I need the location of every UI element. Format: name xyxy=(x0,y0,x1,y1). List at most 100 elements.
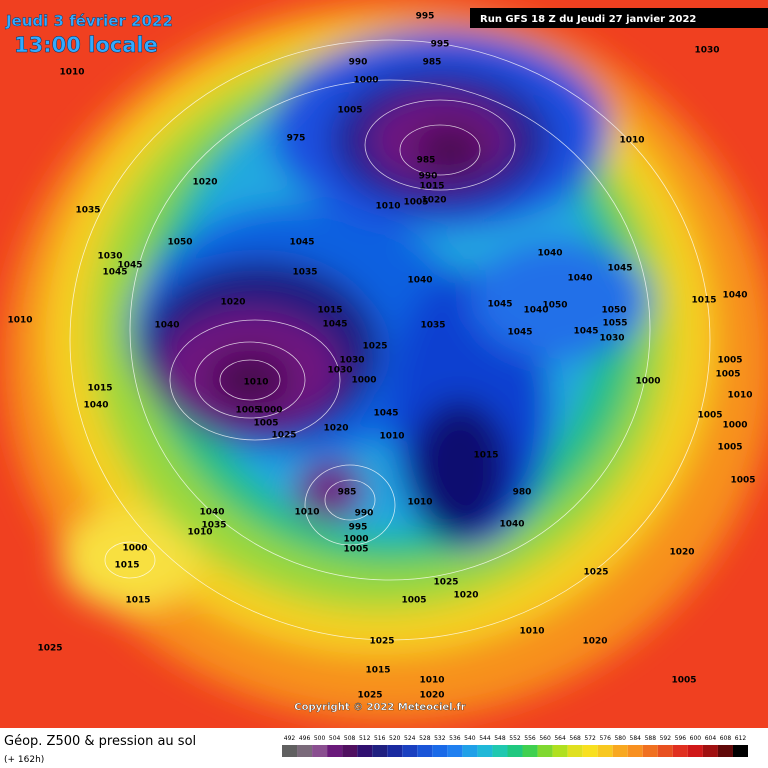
pressure-label: 1020 xyxy=(323,424,348,434)
pressure-label: 990 xyxy=(349,58,368,68)
field xyxy=(0,0,768,728)
scale-label: 568 xyxy=(569,735,581,742)
pressure-label: 995 xyxy=(431,40,450,50)
pressure-label: 1045 xyxy=(607,264,632,274)
scale-label: 520 xyxy=(389,735,401,742)
pressure-label: 1050 xyxy=(167,238,192,248)
pressure-label: 1010 xyxy=(419,676,444,686)
scale-label: 572 xyxy=(584,735,596,742)
scale-label: 500 xyxy=(314,735,326,742)
scale-swatch xyxy=(732,745,748,757)
pressure-label: 1040 xyxy=(199,508,224,518)
scale-label: 528 xyxy=(419,735,431,742)
pressure-label: 1020 xyxy=(220,298,245,308)
scale-label: 576 xyxy=(599,735,611,742)
pressure-label: 1025 xyxy=(37,644,62,654)
pressure-label: 1010 xyxy=(407,498,432,508)
pressure-label: 1055 xyxy=(602,319,627,329)
pressure-label: 990 xyxy=(355,509,374,519)
pressure-label: 1005 xyxy=(337,106,362,116)
scale-swatch xyxy=(672,745,688,757)
pressure-label: 1000 xyxy=(351,376,376,386)
pressure-label: 1010 xyxy=(294,508,319,518)
pressure-label: 1025 xyxy=(357,691,382,701)
time: 13:00 locale xyxy=(14,33,158,57)
scale-swatch xyxy=(717,745,733,757)
pressure-label: 1030 xyxy=(599,334,624,344)
scale-label: 592 xyxy=(660,735,672,742)
pressure-label: 1030 xyxy=(97,252,122,262)
run: Run GFS 18 Z du Jeudi 27 janvier 2022 xyxy=(480,14,696,25)
legend-title: Géop. Z500 & pression au sol xyxy=(4,734,196,749)
pressure-label: 1015 xyxy=(87,384,112,394)
pressure-label: 1045 xyxy=(117,261,142,271)
scale-label: 492 xyxy=(284,735,296,742)
scale-swatch xyxy=(282,745,298,757)
scale-swatch xyxy=(687,745,703,757)
pressure-label: 1005 xyxy=(697,411,722,421)
scale-swatch xyxy=(537,745,553,757)
scale-swatch xyxy=(372,745,388,757)
scale-swatch xyxy=(627,745,643,757)
pressure-label: 985 xyxy=(417,156,436,166)
pressure-label: 1010 xyxy=(243,378,268,388)
pressure-label: 1025 xyxy=(271,431,296,441)
pressure-label: 1000 xyxy=(257,406,282,416)
pressure-label: 1035 xyxy=(292,268,317,278)
date: Jeudi 3 février 2022 xyxy=(5,12,173,30)
pressure-label: 1000 xyxy=(722,421,747,431)
scale-swatch xyxy=(327,745,343,757)
scale-swatch xyxy=(387,745,403,757)
scale-swatch xyxy=(507,745,523,757)
pressure-label: 1010 xyxy=(7,316,32,326)
pressure-label: 1030 xyxy=(694,46,719,56)
pressure-label: 1015 xyxy=(317,306,342,316)
scale-label: 540 xyxy=(464,735,476,742)
pressure-label: 1025 xyxy=(362,342,387,352)
pressure-label: 1010 xyxy=(727,391,752,401)
pressure-label: 1000 xyxy=(635,377,660,387)
scale-label: 512 xyxy=(359,735,371,742)
scale-swatch xyxy=(597,745,613,757)
pressure-label: 1015 xyxy=(419,182,444,192)
scale-label: 548 xyxy=(494,735,506,742)
pressure-label: 1005 xyxy=(253,419,278,429)
pressure-label: 1045 xyxy=(573,327,598,337)
pressure-label: 1040 xyxy=(407,276,432,286)
pressure-label: 1020 xyxy=(582,637,607,647)
pressure-label: 1040 xyxy=(523,306,548,316)
pressure-label: 995 xyxy=(416,12,435,22)
pressure-label: 1040 xyxy=(499,520,524,530)
scale-label: 524 xyxy=(404,735,416,742)
pressure-label: 1040 xyxy=(83,401,108,411)
pressure-label: 1035 xyxy=(420,321,445,331)
pressure-label: 1020 xyxy=(192,178,217,188)
pressure-label: 1005 xyxy=(671,676,696,686)
pressure-label: 1010 xyxy=(619,136,644,146)
run-box xyxy=(470,8,768,28)
pressure-label: 1025 xyxy=(433,578,458,588)
scale-swatch xyxy=(462,745,478,757)
scale-label: 596 xyxy=(675,735,687,742)
pressure-label: 1000 xyxy=(122,544,147,554)
scale-label: 496 xyxy=(299,735,311,742)
pressure-label: 1020 xyxy=(421,196,446,206)
pressure-label: 1010 xyxy=(375,202,400,212)
isobars xyxy=(69,39,711,641)
scale-swatch xyxy=(567,745,583,757)
pressure-label: 1000 xyxy=(343,535,368,545)
pressure-label: 1010 xyxy=(519,627,544,637)
pressure-label: 1005 xyxy=(730,476,755,486)
scale-swatch xyxy=(612,745,628,757)
pressure-label: 1005 xyxy=(715,370,740,380)
pressure-label: 1035 xyxy=(201,521,226,531)
scale-label: 544 xyxy=(479,735,491,742)
pressure-label: 990 xyxy=(419,172,438,182)
scale-label: 600 xyxy=(690,735,702,742)
pressure-label: 1015 xyxy=(365,666,390,676)
pressure-label: 1045 xyxy=(102,268,127,278)
scale-swatch xyxy=(432,745,448,757)
scale-label: 556 xyxy=(524,735,536,742)
scale-label: 564 xyxy=(554,735,566,742)
